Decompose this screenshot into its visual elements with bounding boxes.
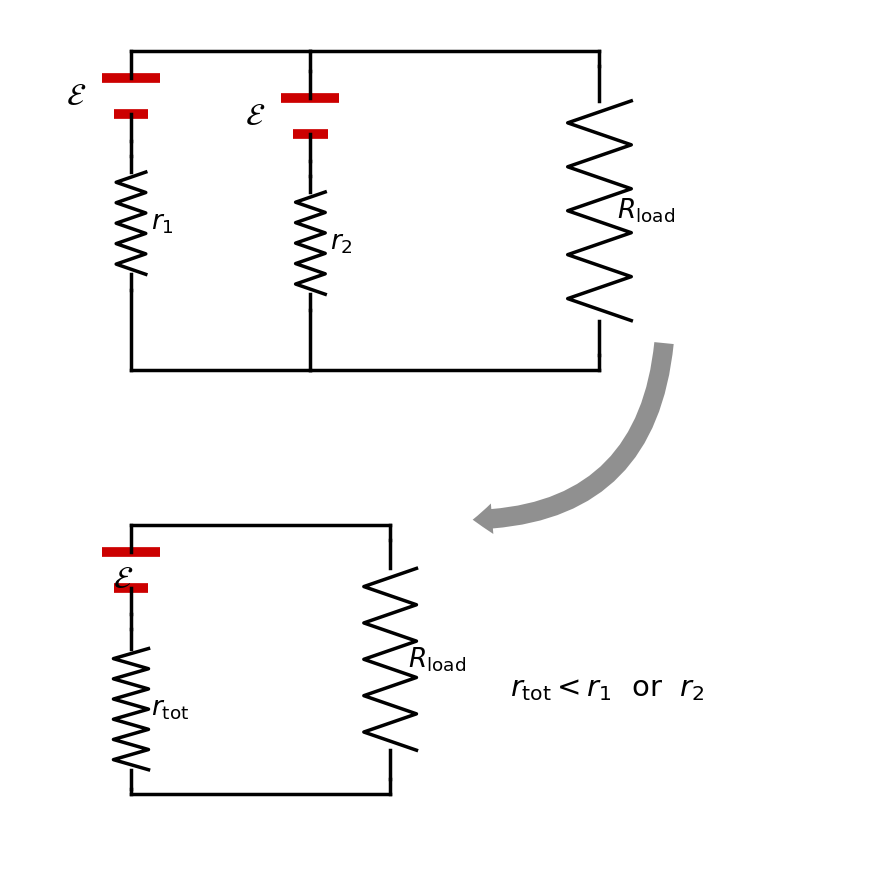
Text: $r_1$: $r_1$: [150, 210, 174, 236]
Text: $\mathcal{E}$: $\mathcal{E}$: [113, 565, 133, 594]
Text: $r_{\mathrm{tot}} < r_1$  or  $r_2$: $r_{\mathrm{tot}} < r_1$ or $r_2$: [510, 675, 704, 703]
Text: $R_{\mathrm{load}}$: $R_{\mathrm{load}}$: [408, 645, 466, 673]
Text: $\mathcal{E}$: $\mathcal{E}$: [246, 101, 266, 130]
Text: $R_{\mathrm{load}}$: $R_{\mathrm{load}}$: [618, 196, 676, 225]
FancyArrowPatch shape: [473, 342, 674, 534]
Text: $r_{\mathrm{tot}}$: $r_{\mathrm{tot}}$: [150, 696, 189, 722]
Text: $r_2$: $r_2$: [331, 231, 354, 256]
Text: $\mathcal{E}$: $\mathcal{E}$: [66, 82, 87, 111]
